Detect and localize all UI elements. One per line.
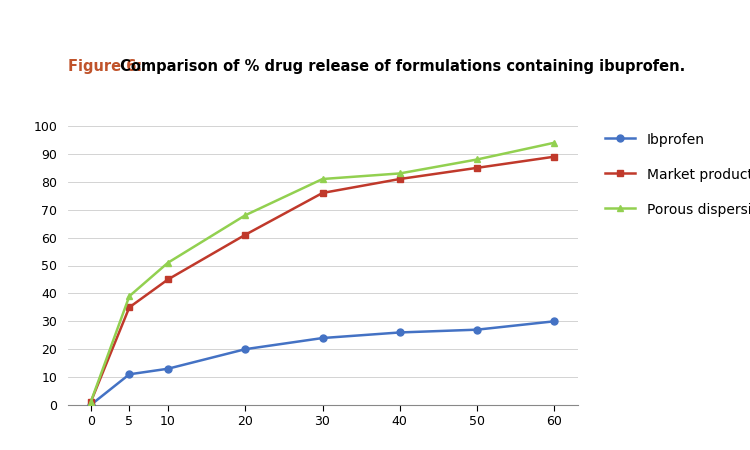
Market product	[395, 176, 404, 182]
Market product	[318, 190, 327, 196]
Ibprofen	[318, 335, 327, 341]
Porous dispersion	[124, 293, 134, 299]
Market product	[124, 305, 134, 310]
Market product	[472, 165, 482, 171]
Porous dispersion	[550, 140, 559, 145]
Ibprofen	[472, 327, 482, 333]
Text: Figure 6:: Figure 6:	[68, 58, 142, 73]
Porous dispersion	[472, 157, 482, 162]
Porous dispersion	[395, 171, 404, 176]
Ibprofen	[550, 319, 559, 324]
Porous dispersion	[241, 212, 250, 218]
Ibprofen	[164, 366, 172, 371]
Market product	[86, 400, 95, 405]
Legend: Ibprofen, Market product, Porous dispersion: Ibprofen, Market product, Porous dispers…	[604, 133, 750, 216]
Porous dispersion	[318, 176, 327, 182]
Line: Porous dispersion: Porous dispersion	[87, 139, 558, 406]
Ibprofen	[395, 330, 404, 335]
Ibprofen	[241, 346, 250, 352]
Market product	[241, 232, 250, 238]
Market product	[550, 154, 559, 159]
Porous dispersion	[86, 400, 95, 405]
Line: Ibprofen: Ibprofen	[87, 318, 558, 409]
Porous dispersion	[164, 260, 172, 265]
Market product	[164, 277, 172, 282]
Text: Comparison of % drug release of formulations containing ibuprofen.: Comparison of % drug release of formulat…	[115, 58, 685, 73]
Ibprofen	[124, 372, 134, 377]
Ibprofen	[86, 402, 95, 408]
Line: Market product: Market product	[87, 153, 558, 406]
